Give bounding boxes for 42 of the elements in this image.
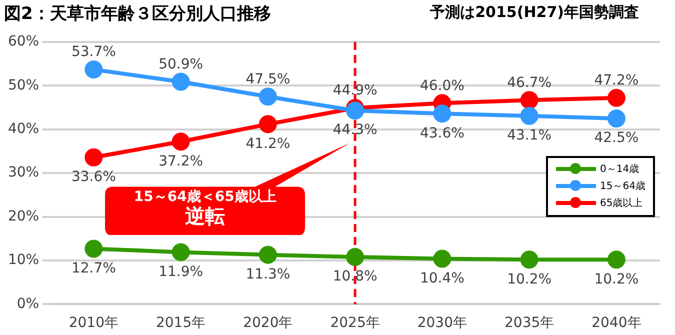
y-tick-label: 0% <box>16 296 40 312</box>
data-label: 44.3% <box>332 122 378 138</box>
data-label: 10.2% <box>507 271 552 288</box>
x-tick-label: 2030年 <box>417 315 468 332</box>
x-tick-label: 2010年 <box>68 315 118 332</box>
data-label: 10.4% <box>420 270 464 286</box>
y-tick-label: 20% <box>8 208 40 224</box>
x-tick-label: 2015年 <box>156 315 206 332</box>
data-label: 37.2% <box>158 153 204 170</box>
data-label: 10.8% <box>332 268 378 285</box>
data-label: 11.3% <box>246 266 290 282</box>
chart-title: 図2：天草市年齢３区分別人口推移 <box>4 3 271 25</box>
data-label: 43.6% <box>420 125 464 142</box>
data-label: 43.1% <box>507 127 552 144</box>
data-label: 46.0% <box>420 78 464 94</box>
data-label: 47.5% <box>246 71 290 88</box>
data-label: 11.9% <box>158 264 204 280</box>
y-tick-label: 10% <box>8 252 40 268</box>
annotation: 15～64歳＜65歳以上 <box>132 189 278 206</box>
y-tick-label: 30% <box>8 164 40 181</box>
x-tick-label: 2025年 <box>330 315 380 332</box>
x-tick-label: 2035年 <box>504 315 554 332</box>
y-tick-label: 50% <box>8 77 40 94</box>
annotation: 逆転 <box>184 204 226 228</box>
data-label: 50.9% <box>158 56 204 72</box>
data-label: 42.5% <box>594 130 639 146</box>
chart-subtitle: 予測は2015(H27)年国勢調査 <box>430 3 639 22</box>
data-label: 47.2% <box>594 72 639 89</box>
data-label: 53.7% <box>71 44 116 60</box>
data-label: 41.2% <box>246 136 290 152</box>
y-tick-label: 40% <box>8 121 40 138</box>
data-label: 33.6% <box>71 169 116 186</box>
data-label: 44.9% <box>332 82 378 99</box>
y-tick-label: 60% <box>8 34 40 50</box>
data-label: 46.7% <box>507 74 552 91</box>
data-label: 10.2% <box>594 271 639 288</box>
legend-label: 15～64歳 <box>600 180 646 194</box>
x-tick-label: 2040年 <box>592 315 642 332</box>
legend-label: 0～14歳 <box>600 162 640 176</box>
legend-label: 65歳以上 <box>600 196 643 210</box>
data-label: 12.7% <box>71 260 116 276</box>
x-tick-label: 2020年 <box>243 315 293 332</box>
